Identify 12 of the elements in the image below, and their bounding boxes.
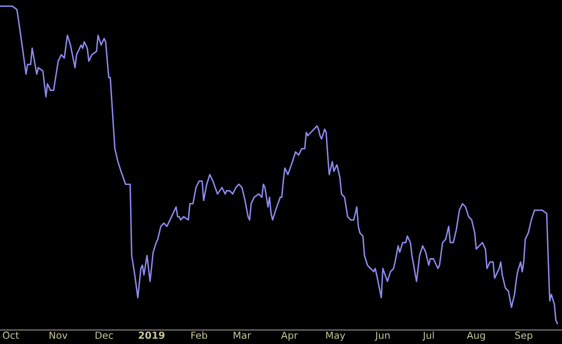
x-tick-label: Apr (281, 332, 298, 341)
x-tick-label: Jun (374, 332, 390, 341)
x-tick-label: 2019 (138, 332, 165, 339)
x-tick-label: Nov (50, 332, 68, 339)
x-tick-label: Dec (96, 332, 113, 339)
x-tick-label: Oct (2, 332, 19, 339)
x-tick-label: Feb (191, 331, 208, 339)
x-tick-label: Sep (515, 332, 532, 341)
x-tick-label: May (326, 332, 346, 341)
x-tick-label: Jul (422, 331, 434, 341)
x-tick-label: Aug (466, 332, 485, 341)
x-tick-label: Mar (234, 332, 252, 339)
